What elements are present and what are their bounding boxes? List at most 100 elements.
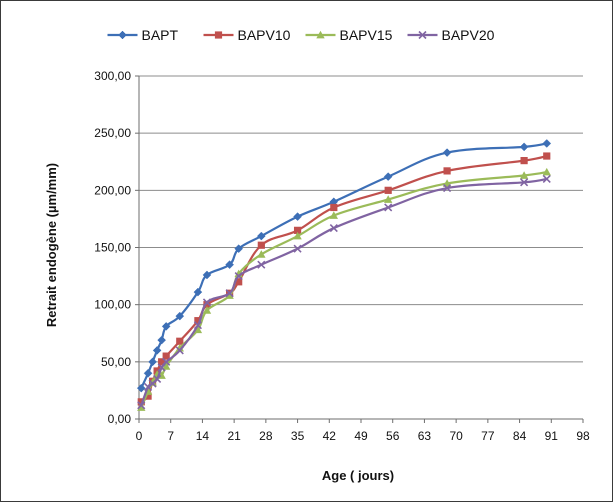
data-point-bapt <box>161 322 171 331</box>
data-point-bapt <box>542 139 552 148</box>
x-tick-label: 49 <box>354 429 368 443</box>
x-tick-label: 91 <box>545 429 559 443</box>
x-marker-stroke <box>137 401 146 410</box>
x-tick-label: 7 <box>167 429 174 443</box>
series-bapt <box>136 139 552 393</box>
data-point-bapv20 <box>234 272 243 281</box>
data-point-bapt <box>519 142 529 152</box>
data-point-bapv10 <box>520 157 528 165</box>
data-point-bapt <box>202 270 212 280</box>
data-point-bapv10 <box>144 392 152 400</box>
legend: BAPT BAPV10 BAPV15 BAPV20 <box>107 27 495 43</box>
data-point-bapt <box>148 357 157 367</box>
x-marker-stroke <box>542 174 551 183</box>
x-marker-stroke <box>418 30 427 40</box>
x-tick-label: 56 <box>386 429 400 443</box>
data-point-bapv20 <box>257 260 266 269</box>
legend-label: BAPV10 <box>238 27 291 43</box>
data-point-bapv10 <box>543 152 551 160</box>
y-axis-title: Retrait endogène (µm/mm) <box>44 163 59 327</box>
x-tick-label: 84 <box>513 429 527 443</box>
x-marker-stroke <box>257 260 266 269</box>
y-tick-label: 0,00 <box>108 412 132 426</box>
x-tick-label: 14 <box>196 429 210 443</box>
data-point-bapv15 <box>137 403 146 411</box>
data-point-bapv20 <box>202 298 212 307</box>
x-marker-stroke <box>293 244 302 253</box>
data-point-bapt <box>157 335 167 345</box>
data-point-bapv15 <box>161 362 171 370</box>
legend-item-bapv20: BAPV20 <box>407 27 495 43</box>
x-tick-label: 28 <box>259 429 273 443</box>
y-tick-label: 200,00 <box>94 183 131 197</box>
data-point-bapv10 <box>194 317 202 325</box>
legend-label: BAPT <box>142 27 179 43</box>
data-point-bapv10 <box>235 278 243 286</box>
x-tick-label: 77 <box>481 429 495 443</box>
data-point-bapv10 <box>384 186 392 194</box>
data-point-bapt <box>152 346 162 355</box>
data-point-bapt <box>193 287 203 297</box>
data-point-bapv10 <box>330 203 338 212</box>
data-point-bapv15 <box>202 306 212 314</box>
data-point-bapv20 <box>162 357 171 366</box>
series-lines <box>136 139 552 411</box>
x-marker-stroke <box>162 357 171 366</box>
legend-swatch-marker <box>316 30 325 39</box>
x-marker-stroke <box>520 178 529 187</box>
x-tick-label: 0 <box>136 429 143 443</box>
x-tick-label: 21 <box>227 429 241 443</box>
data-point-bapv20 <box>175 346 184 355</box>
y-tick-label: 50,00 <box>101 355 131 369</box>
x-axis-title: Age ( jours) <box>322 468 394 483</box>
x-marker-stroke <box>329 223 338 233</box>
data-point-bapt <box>143 368 153 378</box>
x-tick-label: 35 <box>291 429 305 443</box>
x-marker-stroke <box>157 363 166 372</box>
data-point-bapt <box>225 260 234 270</box>
data-point-bapt <box>175 311 185 321</box>
data-point-bapv20 <box>157 363 166 372</box>
data-point-bapv20 <box>137 401 146 410</box>
data-point-bapt <box>293 212 302 221</box>
x-marker-stroke <box>384 203 393 212</box>
data-point-bapv15 <box>293 231 302 240</box>
data-point-bapv10 <box>443 167 451 175</box>
data-point-bapv20 <box>193 321 202 330</box>
data-point-bapv15 <box>329 211 339 219</box>
y-tick-label: 250,00 <box>94 126 131 140</box>
series-line-bapt <box>140 142 547 389</box>
data-point-bapv15 <box>193 325 203 334</box>
y-tick-label: 100,00 <box>94 298 131 312</box>
data-point-bapt <box>234 244 244 253</box>
x-marker-stroke <box>202 298 212 307</box>
x-marker-stroke <box>234 272 243 281</box>
data-point-bapt <box>383 172 393 181</box>
data-point-bapv20 <box>384 203 393 212</box>
legend-item-bapt: BAPT <box>107 27 179 43</box>
legend-item-bapv15: BAPV15 <box>305 27 393 43</box>
data-point-bapv20 <box>443 183 452 193</box>
data-point-bapv10 <box>176 337 184 345</box>
data-point-bapv10 <box>158 358 166 366</box>
legend-label: BAPV20 <box>442 27 495 43</box>
data-point-bapt <box>256 231 266 241</box>
y-tick-label: 300,00 <box>94 69 131 83</box>
x-marker-stroke <box>153 374 162 384</box>
data-point-bapv15 <box>225 291 234 299</box>
x-tick-label: 42 <box>323 429 337 443</box>
data-point-bapv20 <box>520 178 529 187</box>
legend-swatch-marker <box>214 31 223 39</box>
data-point-bapv10 <box>293 226 302 234</box>
data-point-bapv10 <box>162 352 170 360</box>
legend-label: BAPV15 <box>340 27 393 43</box>
legend-item-bapv10: BAPV10 <box>203 27 291 43</box>
data-point-bapv20 <box>542 174 551 183</box>
x-marker-stroke <box>443 183 452 193</box>
x-tick-label: 98 <box>576 429 590 443</box>
x-marker-stroke <box>225 289 234 298</box>
x-tick-labels: 0 7 14 21 28 35 42 49 56 63 70 77 84 91 98 <box>136 429 590 443</box>
axes <box>135 75 584 423</box>
